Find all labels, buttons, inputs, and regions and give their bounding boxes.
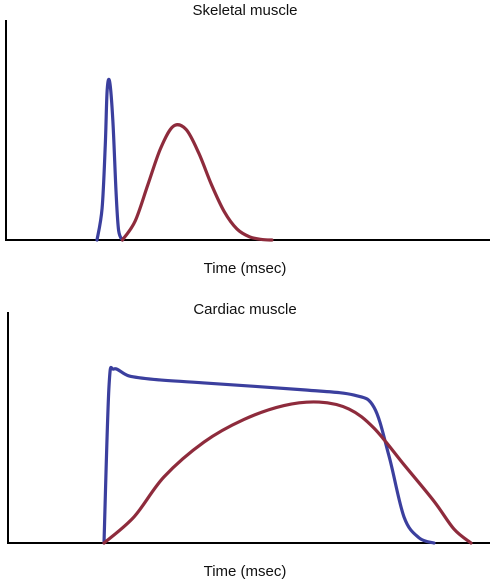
cardiac-series-group [102, 365, 473, 545]
skeletal-action-potential-line [95, 77, 125, 242]
skeletal-x-axis-label: Time (msec) [204, 260, 287, 277]
skeletal-chart: Skeletal muscle Time (msec) [5, 2, 490, 277]
cardiac-chart-title: Cardiac muscle [193, 301, 296, 318]
skeletal-contraction-line [120, 123, 274, 242]
cardiac-action-potential-line [102, 365, 436, 545]
skeletal-series-group [95, 77, 274, 242]
cardiac-contraction-line [102, 400, 473, 545]
skeletal-chart-title: Skeletal muscle [192, 2, 297, 19]
cardiac-chart: Cardiac muscle Time (msec) [7, 301, 490, 580]
cardiac-x-axis-label: Time (msec) [204, 563, 287, 580]
